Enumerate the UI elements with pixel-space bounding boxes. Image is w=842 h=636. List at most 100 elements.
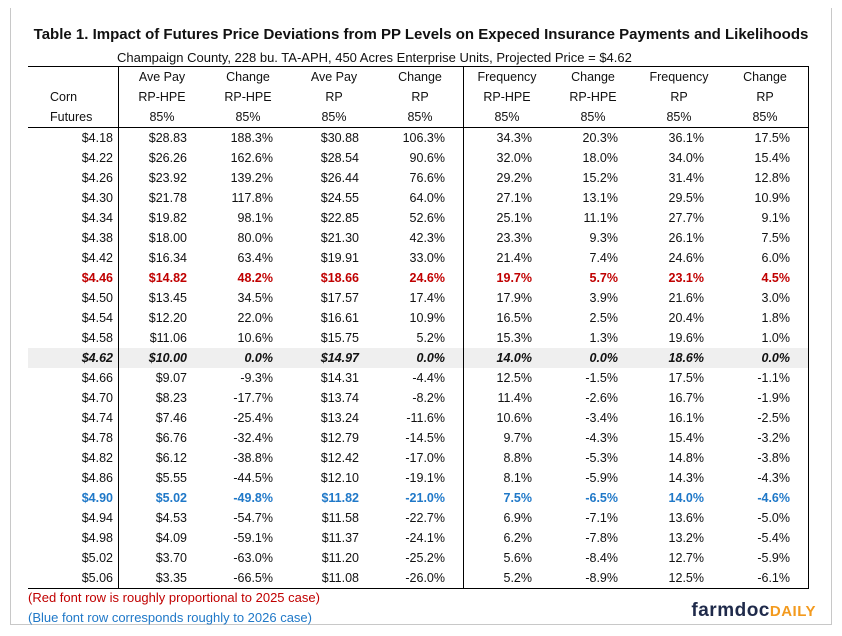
value-cell: 20.3% [550,128,636,149]
header-cell: 85% [291,107,377,128]
value-cell: 1.8% [722,308,809,328]
futures-price-cell: $4.18 [28,127,119,148]
value-text: 5.6% [503,551,533,565]
value-cell: 21.6% [636,288,722,308]
value-cell: $30.88 [291,128,377,149]
value-cell: $11.20 [291,548,377,568]
value-cell: 9.3% [550,228,636,248]
value-cell: 0.0% [377,348,464,368]
value-text: 6.9% [503,511,533,525]
value-text: 14.0% [668,491,704,505]
value-text: 7.5% [503,491,533,505]
value-cell: -24.1% [377,528,464,548]
header-cell: RP-HPE [224,90,272,104]
header-cell: 85% [550,107,636,128]
value-text: -49.8% [233,491,273,505]
value-cell: 27.7% [636,208,722,228]
value-text: -19.1% [405,471,445,485]
value-text: $17.57 [320,291,359,305]
value-cell: 20.4% [636,308,722,328]
header-row: Futures 85% 85% 85% 85% 85% 85% 85% 85% [28,107,809,128]
table-row: $4.86 $5.55 -44.5% $12.10 -19.1% 8.1% -5.9% 14.… [28,468,809,488]
table-row: $4.34 $19.82 98.1% $22.85 52.6% 25.1% 11.1% 27.… [28,208,809,228]
value-cell: 8.8% [464,448,551,468]
value-text: 10.9% [754,191,790,205]
value-text: -17.0% [405,451,445,465]
value-cell: 42.3% [377,228,464,248]
frame-border [10,8,832,625]
value-text: -1.1% [757,371,790,385]
value-text: 16.5% [496,311,532,325]
value-text: 98.1% [237,211,273,225]
value-text: 139.2% [230,171,273,185]
value-cell: 16.1% [636,408,722,428]
value-cell: $6.76 [119,428,206,448]
value-cell: -8.9% [550,568,636,589]
table-row: $4.30 $21.78 117.8% $24.55 64.0% 27.1% 13.1% 29… [28,188,809,208]
value-text: -5.4% [757,531,790,545]
value-text: -5.9% [757,551,790,565]
value-cell: 29.2% [464,168,551,188]
value-text: 33.0% [409,251,445,265]
value-text: -9.3% [240,371,273,385]
value-text: 24.6% [409,271,445,285]
value-cell: $7.46 [119,408,206,428]
value-text: $6.12 [155,451,187,465]
value-text: 4.5% [761,271,791,285]
value-cell: -22.7% [377,508,464,528]
value-cell: 29.5% [636,188,722,208]
value-text: 10.6% [237,331,273,345]
value-cell: 17.5% [722,127,809,148]
value-cell: -5.4% [722,528,809,548]
value-cell: $12.10 [291,468,377,488]
value-cell: 63.4% [205,248,291,268]
value-text: $14.82 [148,271,187,285]
value-text: 11.1% [583,211,618,225]
value-cell: 12.5% [464,368,551,388]
value-cell: 15.4% [722,148,809,168]
value-cell: $14.97 [291,348,377,368]
table-row: $4.62 $10.00 0.0% $14.97 0.0% 14.0% 0.0% 18.6% 0… [28,348,809,368]
value-text: $16.61 [320,311,359,325]
value-text: 14.8% [668,451,704,465]
value-text: $18.66 [320,271,359,285]
value-text: $3.35 [155,571,187,585]
value-cell: 52.6% [377,208,464,228]
value-cell: $19.91 [291,248,377,268]
value-text: $11.06 [149,331,187,345]
value-cell: 2.5% [550,308,636,328]
value-cell: $14.82 [119,268,206,288]
value-text: 29.5% [668,191,704,205]
value-cell: $14.31 [291,368,377,388]
value-text: $16.34 [148,251,187,265]
table-row: $4.46 $14.82 48.2% $18.66 24.6% 19.7% 5.7% 23.1… [28,268,809,288]
value-text: 20.4% [668,311,704,325]
value-cell: 7.4% [550,248,636,268]
header-cell: RP-HPE [138,90,186,104]
value-cell: 162.6% [205,148,291,168]
value-cell: $8.23 [119,388,206,408]
value-cell: -8.2% [377,388,464,408]
value-cell: 19.7% [464,268,551,288]
value-cell: 27.1% [464,188,551,208]
value-text: 5.2% [503,571,533,585]
value-cell: $28.54 [291,148,377,168]
value-text: 29.2% [496,171,532,185]
value-cell: $12.42 [291,448,377,468]
value-cell: 188.3% [205,128,291,149]
value-text: 48.2% [237,271,273,285]
value-cell: 36.1% [636,128,722,149]
value-cell: 12.8% [722,168,809,188]
value-cell: $28.83 [119,128,206,149]
value-text: 64.0% [409,191,445,205]
value-cell: 16.7% [636,388,722,408]
value-text: -2.5% [757,411,790,425]
header-cell: 85% [377,107,464,128]
value-cell: 17.4% [377,288,464,308]
value-text: 34.0% [668,151,704,165]
header-cell: 85% [722,107,809,128]
futures-price-cell: $4.70 [28,388,119,408]
value-text: -11.6% [406,411,445,425]
value-text: 14.3% [668,471,704,485]
